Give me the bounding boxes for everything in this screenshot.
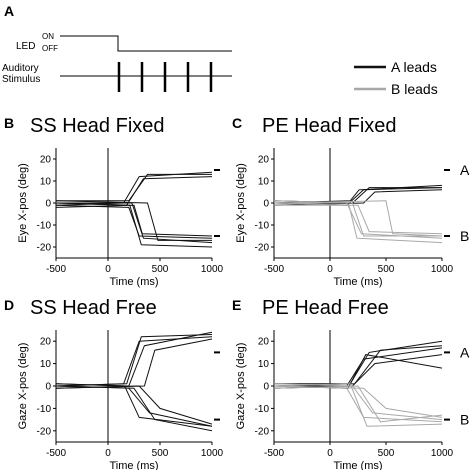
x-tick-label: -500 bbox=[46, 264, 66, 275]
panel-title: PE Head Free bbox=[262, 297, 389, 319]
panel-letter: C bbox=[232, 115, 242, 131]
y-tick-label: -10 bbox=[255, 221, 270, 232]
x-tick-label: 1000 bbox=[201, 448, 224, 459]
off-label: OFF bbox=[42, 44, 58, 53]
panel-title: SS Head Fixed bbox=[30, 115, 165, 137]
x-tick-label: 1000 bbox=[201, 264, 224, 275]
series-a-trace bbox=[55, 338, 213, 389]
y-tick-label: -10 bbox=[37, 221, 52, 232]
y-tick-label: -20 bbox=[255, 426, 270, 437]
y-tick-label: 0 bbox=[263, 382, 269, 393]
panel-title: PE Head Fixed bbox=[262, 115, 397, 137]
y-tick-label: -20 bbox=[255, 243, 270, 254]
series-b-trace bbox=[273, 200, 443, 237]
series-a-trace bbox=[55, 334, 213, 387]
y-tick-label: 0 bbox=[45, 382, 51, 393]
panel-b: B SS Head Fixed -20 -10 0 10 20 -500 0 500 1000 Tim… bbox=[4, 115, 224, 288]
panel-letter: D bbox=[4, 297, 14, 313]
panel-c: C PE Head Fixed -20 -10 0 10 20 -500 0 500 1000 Tim… bbox=[232, 115, 470, 288]
panel-letter: B bbox=[4, 115, 14, 131]
series-a-trace bbox=[55, 385, 213, 425]
x-tick-label: -500 bbox=[264, 264, 284, 275]
series-b-trace bbox=[273, 383, 443, 421]
series-a-trace bbox=[55, 200, 212, 241]
y-tick-label: -20 bbox=[37, 243, 52, 254]
series-b-trace bbox=[273, 383, 443, 427]
auditory-label-1: Auditory bbox=[2, 63, 39, 74]
y-axis-label: Eye X-pos (deg) bbox=[235, 163, 247, 242]
x-tick-label: -500 bbox=[264, 448, 284, 459]
y-tick-label: 10 bbox=[40, 177, 52, 188]
y-tick-label: 0 bbox=[45, 199, 51, 210]
panel-e: E PE Head Free -20 -10 0 10 20 -500 0 500 1000 Time… bbox=[232, 297, 470, 470]
y-tick-label: 20 bbox=[40, 155, 52, 166]
y-tick-label: 10 bbox=[258, 177, 270, 188]
x-tick-label: 0 bbox=[327, 264, 333, 275]
panel-d: D SS Head Free -20 -10 0 10 20 -500 0 500 1000 Time… bbox=[4, 297, 224, 470]
series-b-trace bbox=[273, 202, 443, 244]
side-label-b: B bbox=[460, 412, 469, 428]
y-tick-label: 20 bbox=[40, 337, 52, 348]
side-label-b: B bbox=[460, 228, 469, 244]
y-tick-label: 20 bbox=[258, 155, 270, 166]
series-a-trace bbox=[274, 347, 443, 387]
series-b-trace bbox=[274, 204, 443, 235]
side-label-a: A bbox=[460, 162, 470, 178]
series-a-trace bbox=[55, 204, 213, 237]
panel-title: SS Head Free bbox=[30, 297, 157, 319]
y-tick-label: 20 bbox=[258, 337, 270, 348]
x-tick-label: 500 bbox=[378, 264, 395, 275]
led-label: LED bbox=[16, 41, 35, 52]
legend: A leads B leads bbox=[354, 59, 438, 97]
x-tick-label: 1000 bbox=[431, 264, 454, 275]
panel-a: A LED ON OFF Auditory Stimulus bbox=[2, 3, 232, 92]
series-a-trace bbox=[56, 173, 212, 202]
panel-letter: E bbox=[232, 297, 241, 313]
y-tick-label: 10 bbox=[40, 359, 52, 370]
y-tick-label: -10 bbox=[255, 404, 270, 415]
x-axis-label: Time (ms) bbox=[333, 276, 382, 288]
series-a-trace bbox=[55, 385, 213, 432]
on-label: ON bbox=[42, 32, 54, 41]
led-trace bbox=[60, 35, 232, 52]
auditory-label-2: Stimulus bbox=[2, 74, 40, 85]
x-tick-label: 500 bbox=[378, 448, 395, 459]
side-label-a: A bbox=[460, 344, 470, 360]
series-a-trace bbox=[55, 202, 213, 248]
panel-a-letter: A bbox=[4, 3, 14, 19]
x-tick-label: 500 bbox=[152, 448, 169, 459]
x-axis-label: Time (ms) bbox=[109, 276, 158, 288]
legend-label-a: A leads bbox=[391, 59, 437, 75]
y-axis-label: Gaze X-pos (deg) bbox=[235, 343, 247, 430]
series-b-trace bbox=[273, 385, 443, 418]
y-tick-label: 10 bbox=[258, 359, 270, 370]
y-tick-label: -10 bbox=[37, 404, 52, 415]
series-a-trace bbox=[274, 340, 443, 385]
x-tick-label: -500 bbox=[46, 448, 66, 459]
x-tick-label: 0 bbox=[105, 264, 111, 275]
x-tick-label: 0 bbox=[105, 448, 111, 459]
y-tick-label: -20 bbox=[37, 426, 52, 437]
x-tick-label: 1000 bbox=[431, 448, 454, 459]
series-a-trace bbox=[55, 383, 213, 427]
x-axis-label: Time (ms) bbox=[333, 460, 382, 470]
x-tick-label: 0 bbox=[327, 448, 333, 459]
legend-label-b: B leads bbox=[391, 81, 438, 97]
y-axis-label: Eye X-pos (deg) bbox=[17, 163, 29, 242]
x-tick-label: 500 bbox=[152, 264, 169, 275]
x-axis-label: Time (ms) bbox=[109, 460, 158, 470]
y-tick-label: 0 bbox=[263, 199, 269, 210]
auditory-pulses bbox=[117, 62, 213, 92]
y-axis-label: Gaze X-pos (deg) bbox=[17, 343, 29, 430]
